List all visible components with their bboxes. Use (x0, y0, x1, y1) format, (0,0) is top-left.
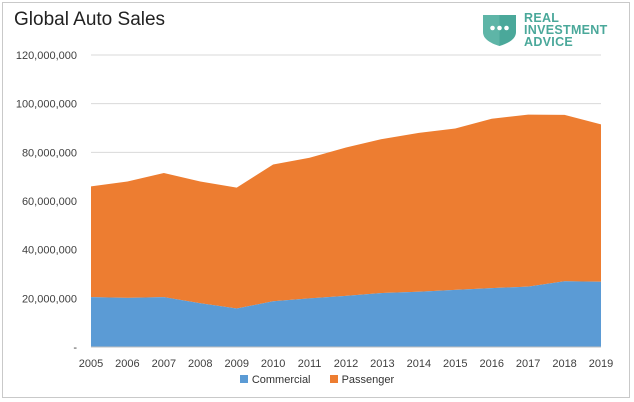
x-tick-label: 2015 (443, 358, 467, 370)
shield-icon (483, 15, 516, 46)
x-tick-label: 2006 (115, 358, 139, 370)
legend-item-passenger: Passenger (329, 374, 395, 386)
y-tick-label: 20,000,000 (22, 293, 77, 305)
x-tick-label: 2013 (370, 358, 394, 370)
chart-title: Global Auto Sales (14, 9, 166, 30)
x-tick-label: 2008 (188, 358, 212, 370)
x-tick-label: 2010 (261, 358, 285, 370)
legend-label-commercial: Commercial (251, 374, 311, 386)
y-tick-label: 120,000,000 (16, 50, 77, 62)
y-tick-label: 100,000,000 (16, 99, 77, 111)
y-tick-label: - (73, 342, 77, 354)
legend-item-commercial: Commercial (239, 374, 311, 386)
y-tick-label: 40,000,000 (22, 245, 77, 257)
legend-swatch-passenger (329, 375, 338, 383)
real-investment-advice-logo: REAL INVESTMENT ADVICE (480, 10, 620, 50)
logo-text-line-1: REAL (524, 11, 560, 25)
legend-swatch-commercial (239, 375, 248, 383)
y-tick-label: 60,000,000 (22, 196, 77, 208)
x-tick-label: 2018 (552, 358, 576, 370)
x-tick-label: 2017 (516, 358, 540, 370)
x-tick-label: 2014 (407, 358, 431, 370)
legend: Commercial Passenger (0, 374, 634, 386)
x-tick-label: 2007 (152, 358, 176, 370)
logo-text-line-2: INVESTMENT (524, 23, 608, 37)
x-tick-label: 2016 (479, 358, 503, 370)
x-tick-label: 2019 (589, 358, 613, 370)
x-tick-label: 2011 (298, 358, 322, 370)
y-tick-label: 80,000,000 (22, 147, 77, 159)
area-commercial (91, 281, 601, 347)
area-passenger (91, 114, 601, 309)
x-tick-label: 2005 (79, 358, 103, 370)
logo-text-line-3: ADVICE (524, 35, 574, 49)
x-tick-label: 2012 (334, 358, 358, 370)
x-tick-label: 2009 (224, 358, 248, 370)
legend-label-passenger: Passenger (341, 374, 395, 386)
